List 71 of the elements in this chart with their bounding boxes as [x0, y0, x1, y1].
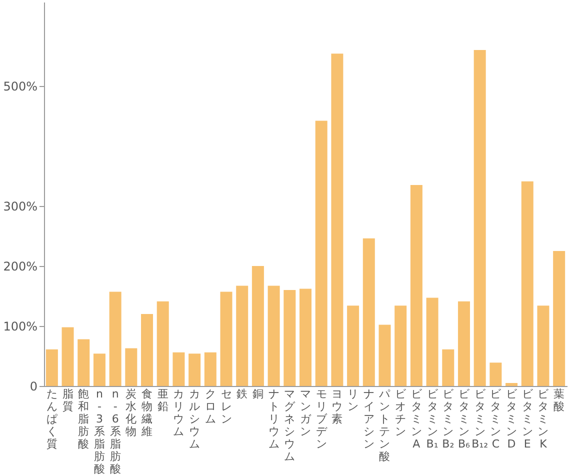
x-tick-label: 銅	[252, 388, 264, 400]
y-tick-label: 100%	[3, 320, 38, 334]
x-tick-label: クロム	[204, 388, 216, 426]
x-tick-label: ビタミンB₂	[442, 388, 455, 450]
bar	[156, 301, 169, 386]
x-tick-label: ビタミンB₁	[426, 388, 439, 450]
bar	[315, 120, 328, 386]
bar	[141, 314, 154, 386]
x-tick-label: モリブデン	[316, 388, 328, 450]
x-tick-label: n-6系脂肪酸	[110, 388, 121, 476]
x-tick-label: 鉄	[236, 388, 248, 400]
x-tick-label: ビタミンA	[410, 388, 423, 450]
bar	[236, 286, 248, 386]
y-tick-label: 300%	[3, 200, 38, 214]
y-tick-label: 0	[30, 380, 38, 394]
bar	[172, 352, 185, 386]
bar	[125, 348, 138, 386]
x-tick-label: ビタミンC	[490, 388, 502, 450]
bar	[442, 349, 454, 386]
bar	[300, 288, 312, 386]
bar	[220, 292, 232, 386]
y-tick-label: 500%	[3, 80, 38, 94]
bar	[78, 339, 90, 386]
bar	[331, 54, 344, 386]
x-tick-label: ナトリウム	[268, 388, 280, 450]
x-tick-label: ビタミンB₁₂	[472, 388, 488, 450]
bar	[458, 301, 470, 386]
bar	[109, 292, 122, 386]
bar	[62, 327, 74, 386]
bar	[537, 306, 550, 386]
x-tick-label: ビタミンK	[538, 388, 550, 450]
x-tick-label: リン	[348, 388, 359, 413]
x-tick-label: ビオチン	[395, 388, 408, 438]
x-tick-label: ビタミンB₆	[458, 388, 471, 450]
bar	[394, 306, 407, 386]
x-tick-label: カリウム	[173, 388, 184, 438]
bar	[347, 306, 360, 386]
bar	[284, 290, 296, 386]
x-tick-label: 亜鉛	[157, 388, 168, 413]
x-tick-label: 飽和脂肪酸	[78, 388, 90, 450]
bar	[521, 181, 534, 386]
bar	[268, 286, 280, 386]
x-tick-label: 食物繊維	[140, 388, 153, 438]
bar	[46, 349, 58, 386]
x-tick-label: マンガン	[300, 388, 312, 438]
x-tick-label: ビタミンD	[506, 388, 518, 450]
bar	[252, 266, 264, 386]
x-tick-label: 葉酸	[554, 388, 565, 413]
y-tick-label: 200%	[3, 260, 38, 274]
bar	[506, 383, 518, 386]
bar	[553, 251, 566, 386]
x-tick-label: カルシウム	[189, 388, 200, 450]
bar	[474, 50, 486, 386]
bar	[362, 238, 375, 386]
bar	[188, 354, 201, 386]
x-tick-label: ナイアシン	[363, 388, 374, 450]
bar	[426, 298, 438, 386]
bar	[204, 352, 216, 386]
bar	[93, 354, 106, 386]
bar	[490, 362, 502, 386]
x-tick-label: たんぱく質	[46, 388, 58, 450]
x-tick-label: n-3系脂肪酸	[94, 388, 105, 476]
x-tick-label: ビタミンE	[522, 388, 534, 450]
x-tick-label: マグネシウム	[284, 388, 296, 463]
bar	[378, 324, 391, 386]
x-tick-label: セレン	[220, 388, 232, 426]
x-tick-label: 炭水化物	[126, 388, 137, 438]
x-tick-label: パントテン酸	[378, 388, 392, 463]
bar	[410, 185, 422, 386]
x-tick-label: ヨウ素	[332, 388, 343, 426]
x-tick-label: 脂質	[62, 388, 74, 413]
